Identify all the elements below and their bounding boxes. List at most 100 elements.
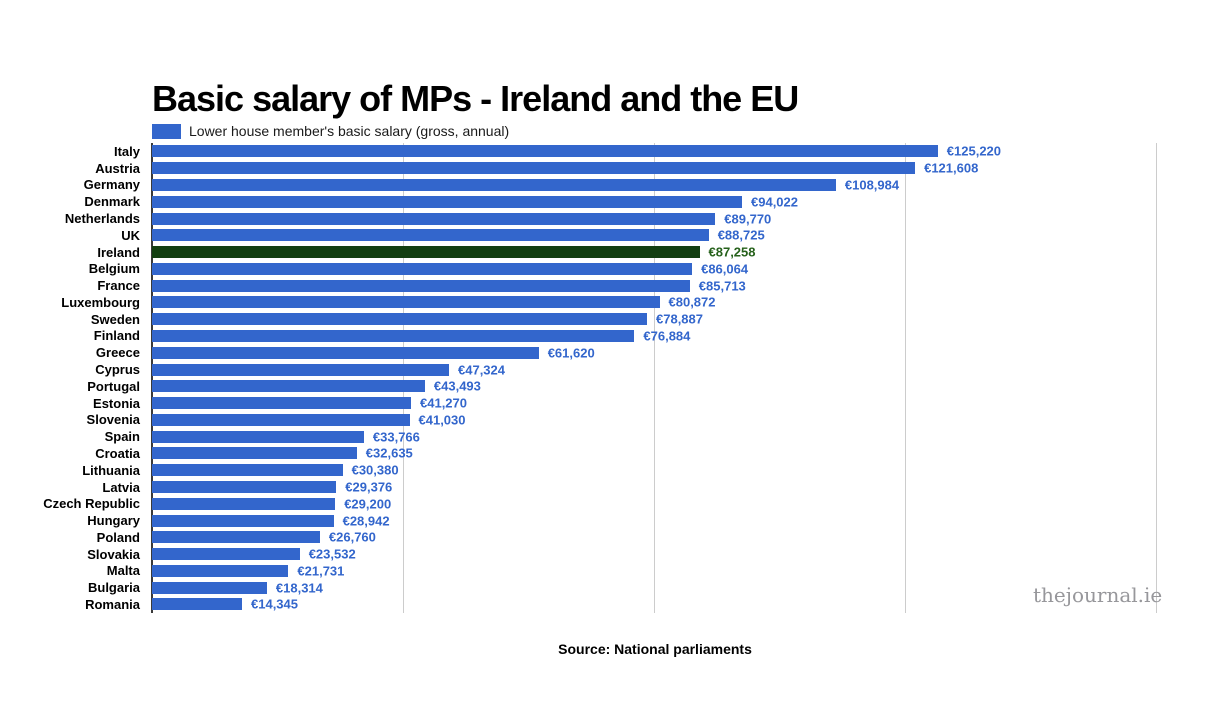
bar-row: France €85,713 — [0, 277, 1216, 294]
bar-row: Slovenia €41,030 — [0, 412, 1216, 429]
bar-row: Sweden €78,887 — [0, 311, 1216, 328]
x-gridline — [905, 143, 906, 613]
value-label: €43,493 — [433, 378, 481, 394]
bar-track: €80,872 — [152, 295, 1216, 310]
bar-row: Czech Republic €29,200 — [0, 495, 1216, 512]
bar-track: €29,376 — [152, 480, 1216, 495]
bar-track: €29,200 — [152, 496, 1216, 512]
bar — [152, 246, 700, 259]
bar — [152, 581, 267, 594]
value-label: €85,713 — [698, 278, 746, 294]
bar — [152, 531, 320, 544]
bar — [152, 481, 337, 494]
bar-row: UK €88,725 — [0, 227, 1216, 244]
bar-row: Finland €76,884 — [0, 328, 1216, 345]
bar — [152, 178, 836, 191]
source-note: Source: National parliaments — [558, 641, 752, 657]
bar — [152, 564, 289, 577]
bar — [152, 464, 343, 477]
bar-row: Netherlands €89,770 — [0, 210, 1216, 227]
legend-swatch — [152, 123, 181, 139]
bar-track: €41,030 — [152, 412, 1216, 428]
x-gridline — [654, 143, 655, 613]
bar-track: €121,608 — [152, 161, 1216, 176]
category-label: Portugal — [87, 378, 140, 394]
bar-row: Luxembourg €80,872 — [0, 294, 1216, 311]
value-label: €18,314 — [275, 580, 323, 596]
plot-area — [151, 143, 1158, 613]
category-label: Malta — [106, 563, 140, 579]
bar-rows: Italy €125,220 Austria €121,608 Germany … — [0, 143, 1216, 613]
bar-track: €85,713 — [152, 278, 1216, 294]
value-label: €14,345 — [251, 596, 298, 612]
category-label: Sweden — [90, 311, 140, 327]
bar — [152, 598, 242, 611]
bar-row: Italy €125,220 — [0, 143, 1216, 160]
category-label: Greece — [95, 345, 140, 361]
bar-track: €108,984 — [152, 177, 1216, 193]
bar — [152, 296, 660, 309]
bar-track: €76,884 — [152, 328, 1216, 343]
y-axis-line — [151, 143, 153, 613]
category-label: Ireland — [97, 244, 140, 260]
bar — [152, 380, 425, 393]
bar-row: Croatia €32,635 — [0, 445, 1216, 462]
bar — [152, 346, 539, 359]
bar — [152, 162, 916, 175]
category-label: Netherlands — [64, 211, 140, 227]
bar — [152, 145, 938, 158]
bar-track: €18,314 — [152, 580, 1216, 596]
bar-row: Spain €33,766 — [0, 428, 1216, 445]
bar-row: Cyprus €47,324 — [0, 361, 1216, 378]
bar-row: Belgium €86,064 — [0, 260, 1216, 277]
category-label: Austria — [95, 160, 140, 176]
bar-track: €88,725 — [152, 227, 1216, 243]
bar-row: Romania €14,345 — [0, 596, 1216, 613]
bar-track: €28,942 — [152, 513, 1216, 528]
bar-track: €26,760 — [152, 530, 1216, 545]
value-label: €108,984 — [844, 177, 900, 193]
x-gridline — [1156, 143, 1157, 613]
bar-track: €61,620 — [152, 345, 1216, 360]
category-label: Latvia — [102, 479, 140, 495]
bar-row: Denmark €94,022 — [0, 193, 1216, 210]
bar — [152, 548, 300, 561]
category-label: Bulgaria — [87, 580, 140, 596]
bar-track: €87,258 — [152, 245, 1216, 260]
category-label: UK — [121, 227, 140, 243]
bar-track: €125,220 — [152, 144, 1216, 159]
value-label: €88,725 — [717, 227, 765, 243]
bar — [152, 447, 357, 460]
value-label: €94,022 — [751, 194, 798, 210]
value-label: €32,635 — [365, 445, 413, 461]
bar-row: Latvia €29,376 — [0, 479, 1216, 496]
bar-track: €32,635 — [152, 445, 1216, 461]
bar-track: €30,380 — [152, 463, 1216, 478]
category-label: Lithuania — [82, 462, 140, 478]
category-label: Romania — [85, 596, 140, 612]
value-label: €41,030 — [418, 412, 466, 428]
legend-label: Lower house member's basic salary (gross… — [189, 123, 510, 139]
bar-row: Bulgaria €18,314 — [0, 579, 1216, 596]
bar — [152, 195, 742, 208]
category-label: Poland — [96, 529, 140, 545]
category-label: Slovenia — [86, 412, 140, 428]
bar-row: Ireland €87,258 — [0, 244, 1216, 261]
bar — [152, 413, 410, 426]
bar-track: €86,064 — [152, 261, 1216, 277]
value-label: €29,200 — [344, 496, 392, 512]
x-gridline — [403, 143, 404, 613]
bar-track: €14,345 — [152, 596, 1216, 612]
bar — [152, 329, 635, 342]
value-label: €41,270 — [420, 395, 467, 411]
value-label: €86,064 — [701, 261, 749, 277]
category-label: Finland — [93, 328, 140, 344]
bar-track: €47,324 — [152, 362, 1216, 377]
category-label: Denmark — [84, 194, 140, 210]
bar-row: Hungary €28,942 — [0, 512, 1216, 529]
category-label: Slovakia — [87, 546, 140, 562]
category-label: Hungary — [87, 513, 140, 529]
legend: Lower house member's basic salary (gross… — [152, 123, 509, 139]
category-label: Italy — [113, 143, 140, 159]
